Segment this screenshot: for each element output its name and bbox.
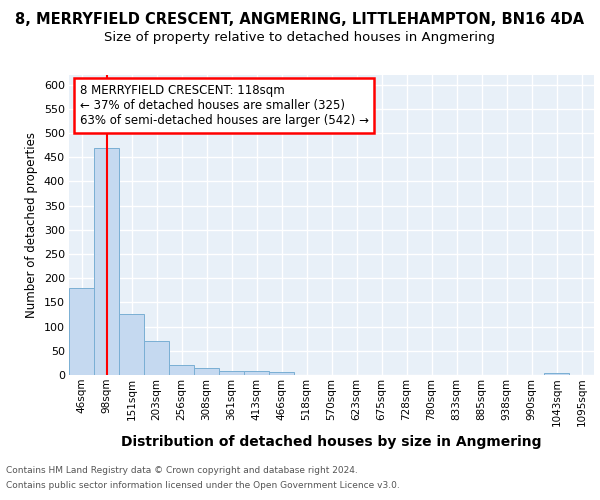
Bar: [119, 314, 144, 375]
Bar: [269, 372, 294, 375]
Text: Contains public sector information licensed under the Open Government Licence v3: Contains public sector information licen…: [6, 481, 400, 490]
Bar: [544, 372, 569, 375]
X-axis label: Distribution of detached houses by size in Angmering: Distribution of detached houses by size …: [121, 434, 542, 448]
Text: Contains HM Land Registry data © Crown copyright and database right 2024.: Contains HM Land Registry data © Crown c…: [6, 466, 358, 475]
Text: Size of property relative to detached houses in Angmering: Size of property relative to detached ho…: [104, 31, 496, 44]
Text: 8 MERRYFIELD CRESCENT: 118sqm
← 37% of detached houses are smaller (325)
63% of : 8 MERRYFIELD CRESCENT: 118sqm ← 37% of d…: [79, 84, 368, 127]
Bar: [169, 366, 194, 375]
Bar: [144, 341, 169, 375]
Bar: [194, 368, 219, 375]
Bar: [244, 371, 269, 375]
Bar: [219, 371, 244, 375]
Text: 8, MERRYFIELD CRESCENT, ANGMERING, LITTLEHAMPTON, BN16 4DA: 8, MERRYFIELD CRESCENT, ANGMERING, LITTL…: [16, 12, 584, 28]
Bar: [69, 288, 94, 375]
Bar: [94, 148, 119, 375]
Y-axis label: Number of detached properties: Number of detached properties: [25, 132, 38, 318]
